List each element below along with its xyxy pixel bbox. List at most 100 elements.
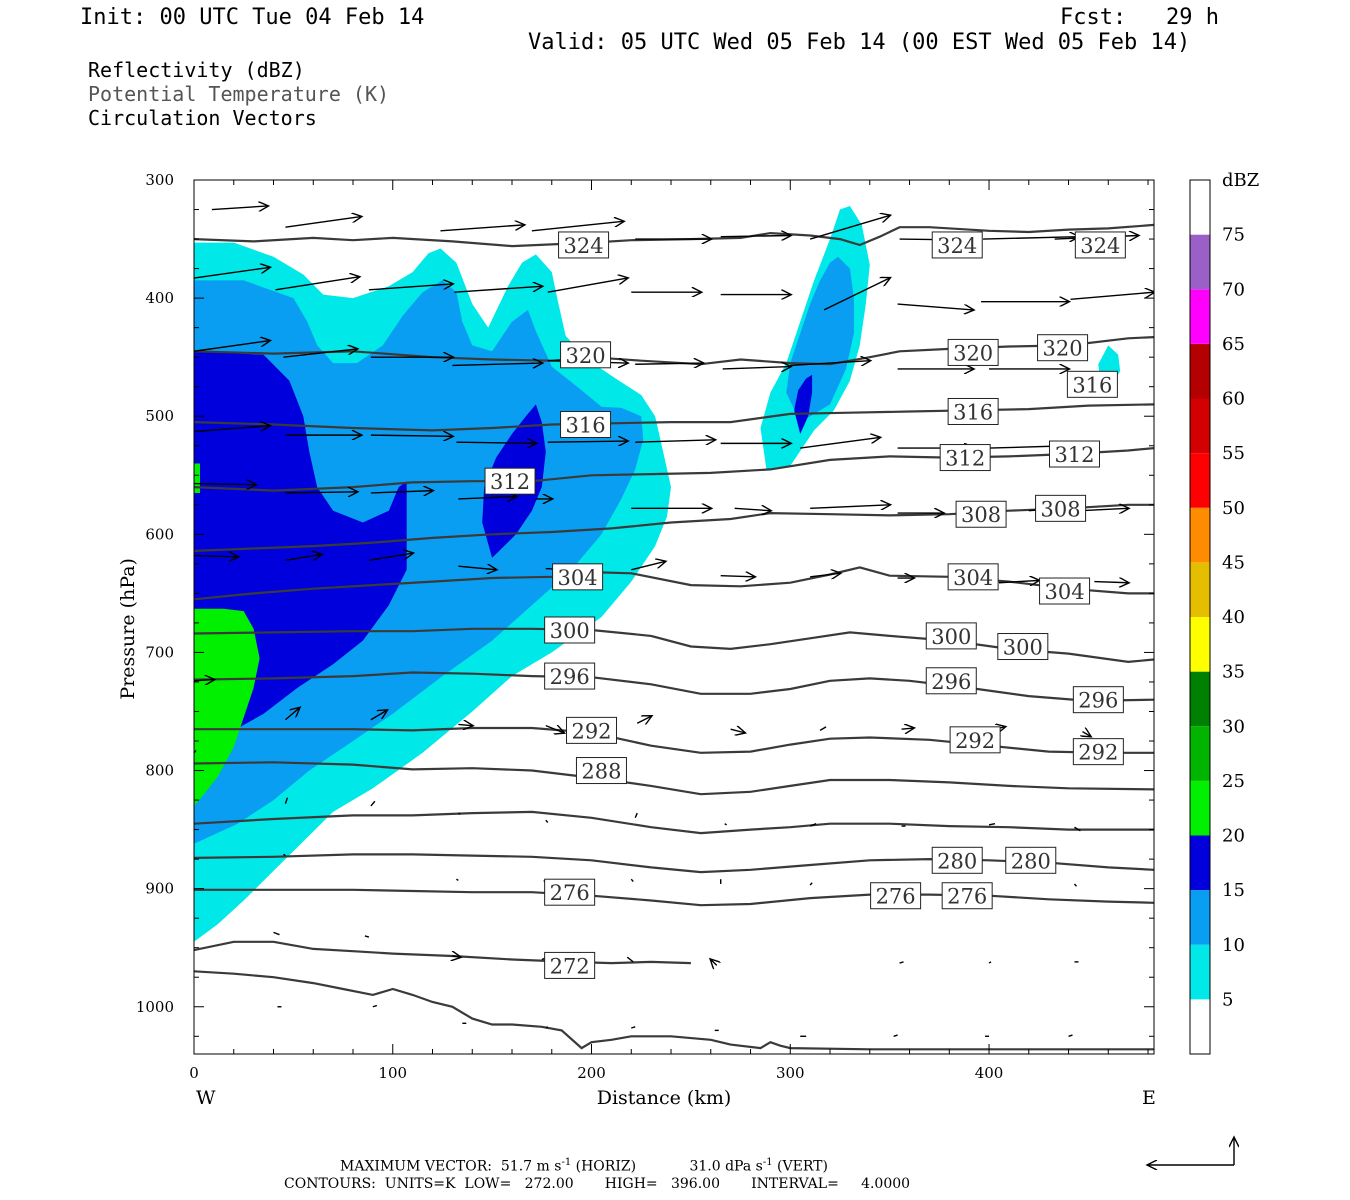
- max-vector-horiz-exp: -1: [561, 1157, 572, 1168]
- circulation-vector: [370, 435, 452, 436]
- colorbar-swatch: [1190, 234, 1210, 290]
- contour-label-box: [484, 467, 536, 495]
- circulation-vector: [1080, 508, 1128, 510]
- colorbar-tick-label: 65: [1222, 334, 1245, 355]
- colorbar-tick-label: 35: [1222, 662, 1245, 683]
- circulation-vector: [810, 573, 840, 577]
- circulation-vector: [897, 303, 974, 310]
- circulation-vector: [456, 442, 536, 443]
- circulation-vector: [194, 426, 270, 433]
- contour-label: 300: [550, 619, 590, 643]
- circulation-vector: [734, 508, 771, 510]
- circulation-vector: [194, 556, 238, 557]
- circulation-vector: [457, 812, 461, 815]
- circulation-vector: [730, 729, 745, 733]
- circulation-vector: [283, 349, 357, 358]
- circulation-vector: [720, 236, 791, 237]
- contour-label-box: [552, 563, 604, 591]
- field-theta-label: Potential Temperature (K): [88, 82, 390, 106]
- contour-label: 276: [947, 885, 987, 909]
- contour-label-box: [1048, 440, 1100, 468]
- circulation-vector: [458, 566, 496, 570]
- circulation-vector: [545, 819, 549, 823]
- colorbar-swatch: [1190, 562, 1210, 617]
- circulation-vector: [194, 267, 270, 279]
- contour-label: 316: [953, 400, 993, 424]
- y-tick-label: 400: [145, 289, 174, 307]
- circulation-vector: [368, 284, 452, 291]
- colorbar-swatch: [1190, 343, 1210, 399]
- colorbar-tick-label: 70: [1222, 279, 1245, 300]
- max-vector-horiz: 51.7 m s: [500, 1158, 562, 1175]
- contour-label: 324: [937, 234, 977, 258]
- contour-label-box: [925, 667, 977, 695]
- circulation-vector: [720, 576, 755, 577]
- contour-label: 308: [961, 503, 1001, 527]
- contour-label-box: [949, 726, 1001, 754]
- contour-label: 304: [558, 566, 598, 590]
- circulation-vector: [636, 716, 651, 723]
- theta-contour-316: [194, 403, 1154, 432]
- contour-label-box: [1035, 494, 1087, 522]
- max-vector-vert: 31.0 dPa s: [689, 1158, 763, 1175]
- theta-contour-304: [194, 566, 1154, 601]
- circulation-vector: [458, 497, 516, 499]
- theta-contour-288: [194, 761, 1154, 796]
- theta-contour-unlabeled: [194, 940, 691, 965]
- circulation-vector: [454, 286, 541, 293]
- contour-label-box: [947, 397, 999, 425]
- circulation-vector: [790, 361, 870, 366]
- contour-label-box: [997, 633, 1049, 661]
- circulation-vector: [893, 1034, 898, 1037]
- theta-contour-308: [194, 503, 1154, 552]
- circulation-vector: [809, 823, 817, 827]
- contour-label: 324: [1080, 234, 1120, 258]
- circulation-vector: [547, 278, 628, 293]
- colorbar-tick-label: 5: [1222, 989, 1233, 1010]
- colorbar-swatch: [1190, 999, 1210, 1054]
- circulation-vector: [285, 492, 357, 493]
- y-tick-label: 300: [145, 171, 174, 189]
- colorbar-swatch: [1190, 890, 1210, 945]
- x-tick-label: 200: [577, 1064, 606, 1082]
- x-tick-label: 100: [378, 1064, 407, 1082]
- max-vector-label: MAXIMUM VECTOR:: [340, 1158, 492, 1175]
- theta-contour-272: [194, 970, 1154, 1051]
- x-tick-label: 0: [189, 1064, 199, 1082]
- contour-label: 300: [1003, 636, 1043, 660]
- circulation-vector: [458, 724, 472, 725]
- contour-label: 292: [955, 729, 995, 753]
- plot-frame: [193, 179, 1155, 1055]
- circulation-vector: [711, 960, 717, 966]
- circulation-vector: [724, 823, 728, 826]
- contour-label-box: [1005, 846, 1057, 874]
- contour-label: 304: [1045, 580, 1085, 604]
- circulation-vector: [370, 800, 376, 807]
- colorbar-swatch: [1190, 780, 1210, 836]
- reflectivity-15dbz-region: [794, 374, 813, 434]
- contour-label: 296: [931, 670, 971, 694]
- theta-contour-296: [194, 671, 1154, 703]
- contour-label: 316: [1072, 373, 1112, 397]
- circulation-vector: [635, 440, 715, 442]
- circulation-vector: [800, 437, 880, 449]
- colorbar-swatch: [1190, 289, 1210, 344]
- circulation-vector: [635, 363, 703, 364]
- circulation-vector: [1094, 582, 1128, 583]
- contour-label: 308: [1041, 497, 1081, 521]
- x-tick-label: 400: [975, 1064, 1004, 1082]
- field-reflectivity-label: Reflectivity (dBZ): [88, 58, 305, 82]
- circulation-vector: [194, 484, 256, 485]
- circulation-vector: [1074, 826, 1081, 832]
- contour-label: 320: [1043, 337, 1083, 361]
- circulation-vector: [1070, 292, 1154, 300]
- circulation-vector: [631, 1026, 636, 1029]
- circulation-vector: [452, 363, 541, 365]
- contour-label-box: [544, 616, 596, 644]
- max-vector-line: MAXIMUM VECTOR: 51.7 m s-1 (HORIZ) 31.0 …: [340, 1157, 828, 1175]
- circulation-vector: [531, 221, 623, 232]
- circulation-vector: [545, 1026, 549, 1029]
- colorbar-tick-label: 40: [1222, 607, 1245, 628]
- contour-label: 296: [550, 665, 590, 689]
- contour-label-box: [947, 338, 999, 366]
